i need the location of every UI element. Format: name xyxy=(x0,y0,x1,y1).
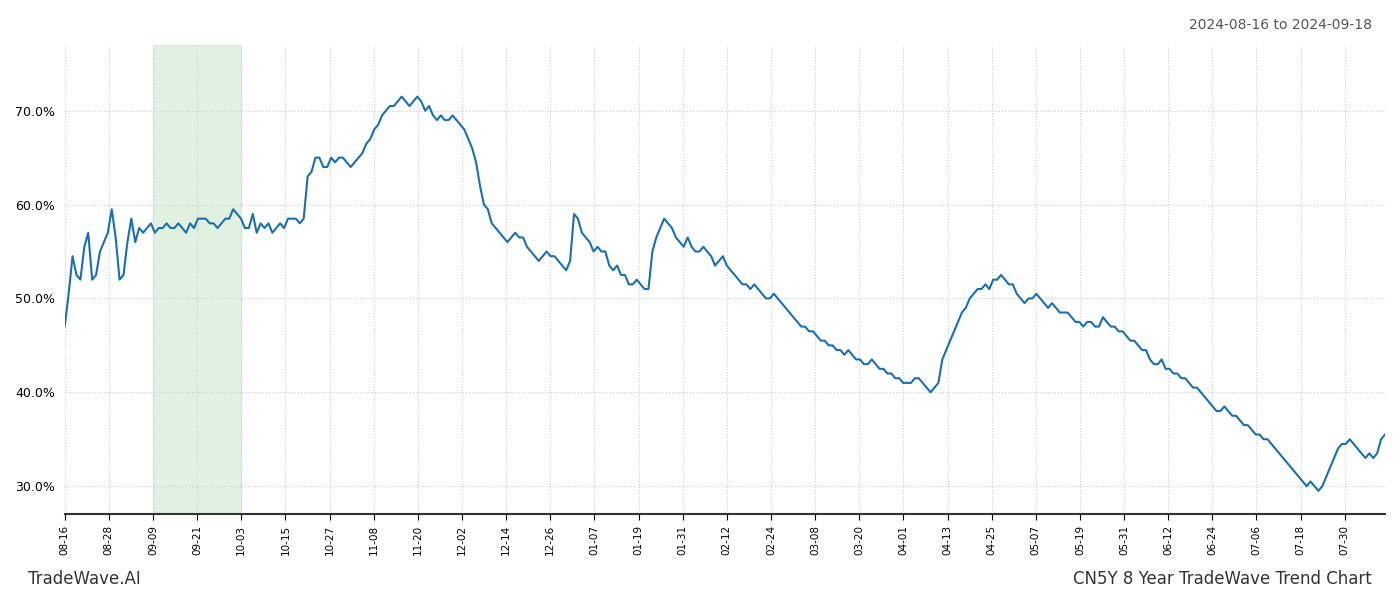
Text: TradeWave.AI: TradeWave.AI xyxy=(28,570,141,588)
Text: CN5Y 8 Year TradeWave Trend Chart: CN5Y 8 Year TradeWave Trend Chart xyxy=(1074,570,1372,588)
Text: 2024-08-16 to 2024-09-18: 2024-08-16 to 2024-09-18 xyxy=(1189,18,1372,32)
Bar xyxy=(153,45,241,514)
